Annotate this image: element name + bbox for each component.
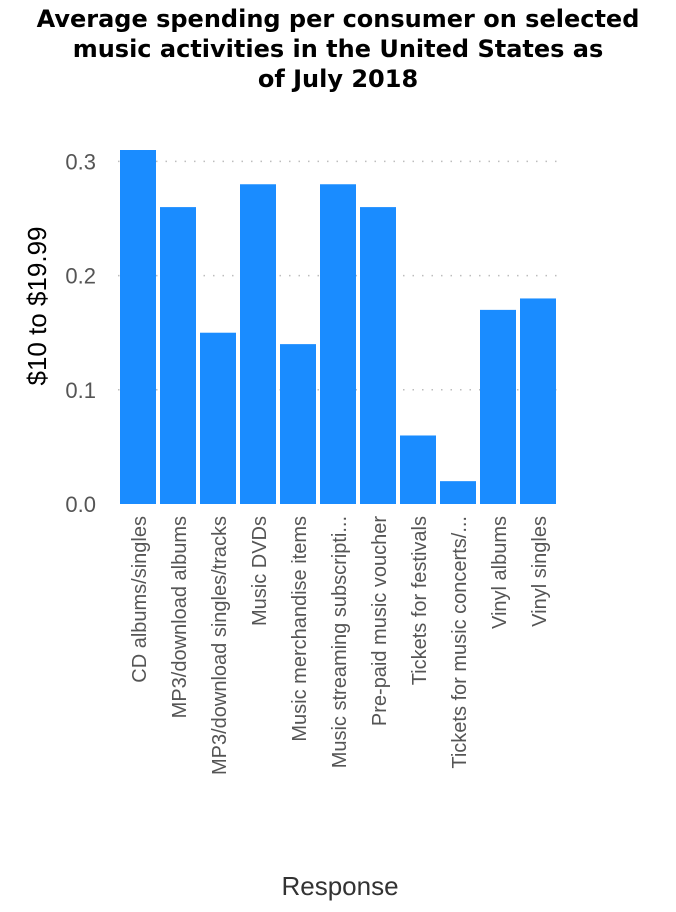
y-axis-label: $10 to $19.99 [22, 226, 52, 385]
chart-title-line-2: music activities in the United States as [72, 35, 604, 63]
x-tick-label: Vinyl albums [489, 516, 511, 629]
bar [200, 332, 236, 504]
x-tick-label: MP3/download albums [169, 516, 191, 718]
x-tick-label: Tickets for festivals [409, 516, 431, 685]
x-tick-label: Music DVDs [249, 516, 271, 626]
x-tick-label: CD albums/singles [129, 516, 151, 683]
bar [120, 150, 156, 504]
bar [400, 435, 436, 504]
x-axis-label: Response [281, 871, 398, 901]
x-tick-label: Pre-paid music voucher [369, 516, 391, 726]
y-tick-label: 0.2 [65, 264, 96, 289]
bar [480, 309, 516, 504]
chart-title-line-3: of July 2018 [257, 65, 419, 93]
bars [120, 150, 556, 505]
bar [160, 207, 196, 504]
x-axis-ticks: CD albums/singles MP3/download albums MP3/… [129, 516, 551, 775]
bar [440, 481, 476, 504]
bar [360, 207, 396, 504]
x-tick-label: Tickets for music concerts/... [449, 516, 471, 769]
x-tick-label: Vinyl singles [529, 516, 551, 627]
y-axis-ticks: 0.0 0.1 0.2 0.3 [65, 149, 96, 517]
y-tick-label: 0.1 [65, 378, 96, 403]
x-tick-label: MP3/download singles/tracks [209, 516, 231, 775]
x-tick-label: Music streaming subscripti... [329, 516, 351, 768]
y-tick-label: 0.3 [65, 149, 96, 174]
bar [240, 184, 276, 505]
x-tick-label: Music merchandise items [289, 516, 311, 742]
bar [320, 184, 356, 505]
bar [280, 344, 316, 504]
bar [520, 298, 556, 504]
chart-title: Average spending per consumer on selecte… [0, 4, 676, 94]
chart-title-line-1: Average spending per consumer on selecte… [36, 5, 640, 33]
y-tick-label: 0.0 [65, 492, 96, 517]
